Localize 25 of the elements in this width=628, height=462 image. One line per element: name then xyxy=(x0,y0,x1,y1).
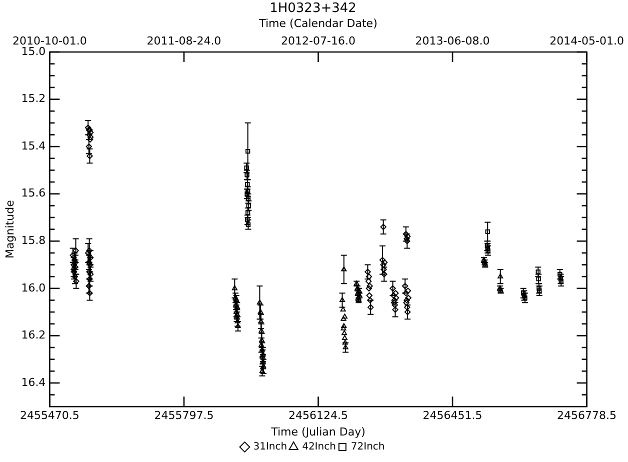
x-tick-label: 2455797.5 xyxy=(154,409,214,422)
x2-tick-label: 2011-08-24.0 xyxy=(146,34,222,48)
x2-tick-label: 2010-10-01.0 xyxy=(12,34,87,48)
y-tick-label: 16.2 xyxy=(21,328,46,342)
x-axis-title: Time (Julian Day) xyxy=(270,425,366,438)
x-tick-label: 2456778.5 xyxy=(557,409,617,422)
y-tick-label: 15.4 xyxy=(21,139,46,152)
legend-label: 42Inch xyxy=(302,442,336,453)
y-tick-label: 15.6 xyxy=(21,186,46,200)
y-tick-label: 16.0 xyxy=(21,281,46,294)
x2-tick-label: 2014-05-01.0 xyxy=(550,34,624,48)
y-tick-label: 16.4 xyxy=(21,376,46,389)
y-tick-label: 15.2 xyxy=(21,92,46,106)
x2-tick-label: 2012-07-16.0 xyxy=(281,34,356,48)
y-tick-label: 15.0 xyxy=(21,44,46,58)
y-axis-title: Magnitude xyxy=(3,200,16,258)
x-tick-label: 2456451.5 xyxy=(422,409,482,422)
x-tick-label: 2455470.5 xyxy=(20,409,80,422)
legend-label: 72Inch xyxy=(350,442,385,453)
x2-tick-label: 2013-06-08.0 xyxy=(415,34,490,48)
x2-axis-title: Time (Calendar Date) xyxy=(258,17,378,30)
y-tick-label: 15.8 xyxy=(21,234,46,247)
legend-label: 31Inch xyxy=(253,442,288,453)
chart-title: 1H0323+342 xyxy=(270,1,356,16)
x-tick-label: 2456124.5 xyxy=(288,409,348,422)
